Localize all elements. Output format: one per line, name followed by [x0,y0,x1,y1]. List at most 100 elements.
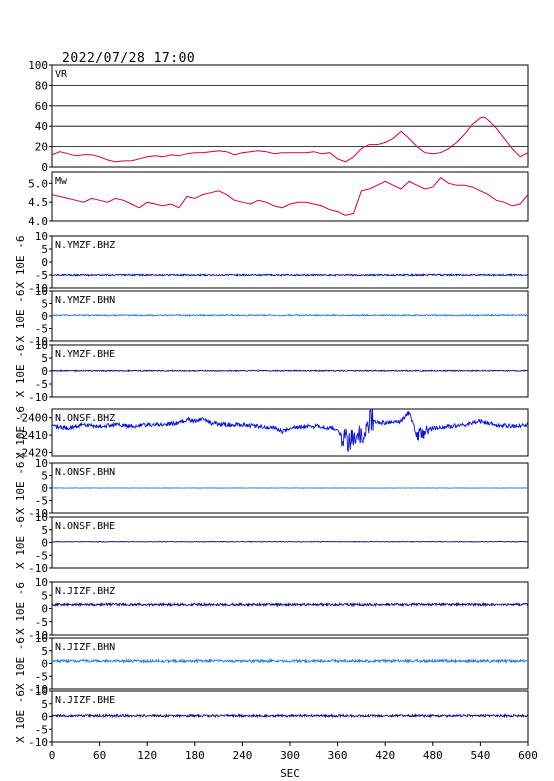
y-tick-label: 10 [35,230,48,243]
y-tick-label: 0 [41,711,48,724]
y-axis-label: X 10E -6 [14,345,27,398]
panel-label: N.YMZF.BHZ [55,240,115,251]
panel-frame [51,581,529,636]
y-tick-label: 5 [41,589,48,602]
y-tick-label: 10 [35,457,48,470]
y-tick-label: 0 [41,537,48,550]
y-tick-label: 0 [41,310,48,323]
panel-frame [51,637,529,690]
panel-frame [51,408,529,457]
panel-label: Mw [55,176,68,187]
waveform-trace [52,601,528,608]
y-tick-label: 5.0 [28,177,48,190]
x-tick-label: 0 [49,749,56,762]
y-tick-label: 10 [35,285,48,298]
y-tick-label: 5 [41,470,48,483]
x-tick-label: 60 [93,749,106,762]
y-tick-label: 0 [41,658,48,671]
x-tick-label: 420 [375,749,395,762]
panel-label: N.JIZF.BHZ [55,586,115,597]
panel-label: N.JIZF.BHN [55,642,115,653]
y-tick-label: 10 [35,576,48,589]
y-tick-label: 5 [41,298,48,311]
x-axis: 0 60 120 180 240 300 360 420 480 540 600 [49,742,538,762]
panel-label: VR [55,69,68,80]
x-tick-label: 120 [137,749,157,762]
y-tick-label: 0 [41,256,48,269]
y-axis-label: X 10E -6 [14,462,27,515]
y-tick-label: 4.0 [28,215,48,228]
y-tick-label: 20 [35,141,48,154]
y-tick-label: -2410 [15,429,48,442]
panel-onsf-bhz: -2420 -2410 -2400 N.ONSF.BHZ X 10E -6 [14,406,529,460]
series-line [52,116,528,163]
y-tick-label: -5 [35,723,48,736]
y-tick-label: 80 [35,79,48,92]
y-tick-label: 0 [41,482,48,495]
y-tick-label: -5 [35,323,48,336]
series-line [52,177,528,216]
y-tick-label: 5 [41,524,48,537]
y-tick-label: 100 [28,59,48,72]
y-tick-label: -2400 [15,412,48,425]
y-tick-label: 0 [41,603,48,616]
x-tick-label: 600 [518,749,538,762]
waveform-trace [52,712,528,719]
panel-frame [51,64,529,168]
y-tick-label: -10 [28,562,48,575]
panel-label: N.JIZF.BHE [55,695,115,706]
panel-label: N.YMZF.BHN [55,295,115,306]
y-tick-label: -10 [28,629,48,642]
y-axis-label: X 10E -6 [14,406,27,459]
y-tick-label: 5 [41,698,48,711]
y-tick-label: -2420 [15,447,48,460]
x-tick-label: 240 [232,749,252,762]
y-tick-label: -10 [28,282,48,295]
y-tick-label: -5 [35,670,48,683]
y-axis-label: X 10E -6 [14,637,27,690]
y-tick-label: -10 [28,391,48,404]
y-tick-label: 40 [35,120,48,133]
y-tick-label: -5 [35,495,48,508]
x-tick-label: 360 [328,749,348,762]
y-tick-label: 10 [35,632,48,645]
waveform-trace [52,272,528,277]
panel-label: N.ONSF.BHZ [55,413,115,424]
panel-frame [51,516,529,569]
timestamp-label: 2022/07/28 17:00 [62,51,195,66]
waveform-trace [52,540,528,543]
x-tick-label: 180 [185,749,205,762]
panel-frame [51,235,529,289]
y-tick-label: -5 [35,549,48,562]
panel-vr: 0 20 40 60 80 100 VR [28,59,529,174]
y-tick-label: 5 [41,645,48,658]
y-tick-label: 0 [41,161,48,174]
y-tick-label: -10 [28,507,48,520]
x-axis-label: SEC [280,767,300,780]
y-tick-label: 5 [41,352,48,365]
x-tick-label: 480 [423,749,443,762]
x-tick-label: 300 [280,749,300,762]
y-axis-label: X 10E -6 [14,690,27,743]
y-tick-label: 10 [35,339,48,352]
y-axis-label: X 10E -6 [14,290,27,343]
panel-mw: 4.0 4.5 5.0 Mw [28,171,529,228]
y-tick-label: 5 [41,243,48,256]
waveform-trace [52,369,528,373]
y-tick-label: -5 [35,616,48,629]
y-tick-label: 0 [41,365,48,378]
panel-label: N.ONSF.BHN [55,467,115,478]
y-axis-label: X 10E -6 [14,582,27,635]
x-tick-label: 540 [470,749,490,762]
y-axis-label: X 10E -6 [14,516,27,569]
